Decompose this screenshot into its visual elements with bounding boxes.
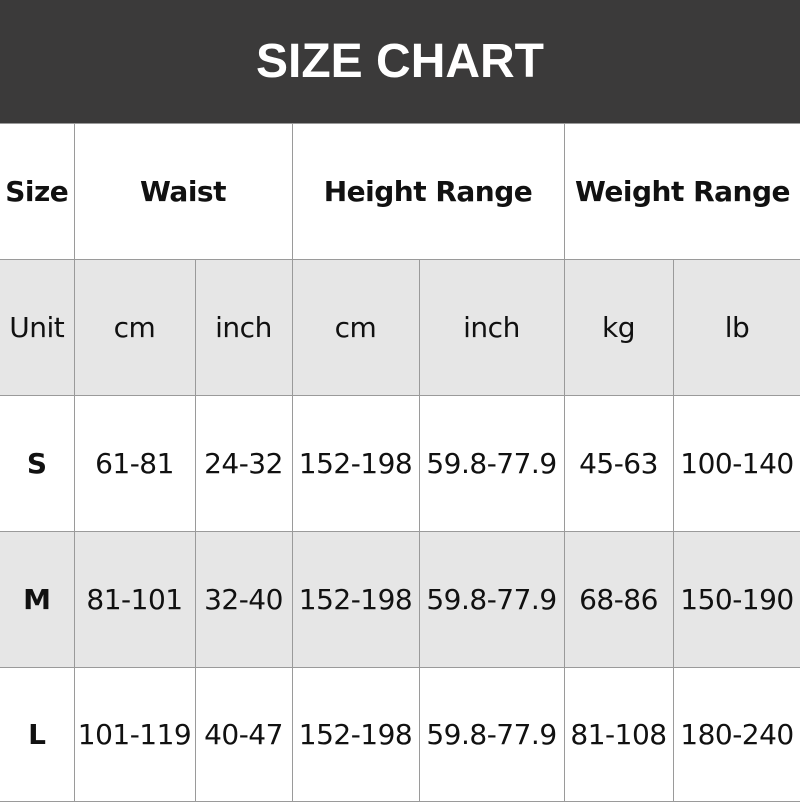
unit-cell: inch bbox=[418, 259, 565, 396]
unit-row: Unit cm inch cm inch kg lb bbox=[0, 259, 800, 396]
table-cell: 100-140 bbox=[672, 395, 800, 532]
header-row: Size Waist Height Range Weight Range bbox=[0, 123, 800, 260]
size-chart-table: Size Waist Height Range Weight Range Uni… bbox=[0, 123, 800, 802]
table-cell: 61-81 bbox=[73, 395, 196, 532]
table-row: L 101-119 40-47 152-198 59.8-77.9 81-108… bbox=[0, 667, 800, 802]
table-cell: 81-101 bbox=[73, 531, 196, 668]
table-cell: 81-108 bbox=[563, 667, 674, 802]
unit-cell: kg bbox=[563, 259, 674, 396]
unit-cell: cm bbox=[73, 259, 196, 396]
size-label: S bbox=[0, 395, 75, 532]
table-cell: 180-240 bbox=[672, 667, 800, 802]
table-cell: 101-119 bbox=[73, 667, 196, 802]
unit-cell: Unit bbox=[0, 259, 75, 396]
table-cell: 150-190 bbox=[672, 531, 800, 668]
table-cell: 32-40 bbox=[194, 531, 293, 668]
table-row: M 81-101 32-40 152-198 59.8-77.9 68-86 1… bbox=[0, 531, 800, 668]
table-cell: 59.8-77.9 bbox=[418, 667, 565, 802]
header-waist: Waist bbox=[73, 123, 293, 260]
table-cell: 152-198 bbox=[291, 531, 420, 668]
header-size: Size bbox=[0, 123, 75, 260]
table-cell: 68-86 bbox=[563, 531, 674, 668]
unit-cell: lb bbox=[672, 259, 800, 396]
table-cell: 24-32 bbox=[194, 395, 293, 532]
table-cell: 45-63 bbox=[563, 395, 674, 532]
table-cell: 152-198 bbox=[291, 395, 420, 532]
size-label: L bbox=[0, 667, 75, 802]
header-weight-range: Weight Range bbox=[563, 123, 800, 260]
header-height-range: Height Range bbox=[291, 123, 565, 260]
table-cell: 152-198 bbox=[291, 667, 420, 802]
table-cell: 59.8-77.9 bbox=[418, 531, 565, 668]
page-title: SIZE CHART bbox=[0, 0, 800, 123]
unit-cell: cm bbox=[291, 259, 420, 396]
table-cell: 59.8-77.9 bbox=[418, 395, 565, 532]
table-cell: 40-47 bbox=[194, 667, 293, 802]
size-label: M bbox=[0, 531, 75, 668]
unit-cell: inch bbox=[194, 259, 293, 396]
table-row: S 61-81 24-32 152-198 59.8-77.9 45-63 10… bbox=[0, 395, 800, 532]
